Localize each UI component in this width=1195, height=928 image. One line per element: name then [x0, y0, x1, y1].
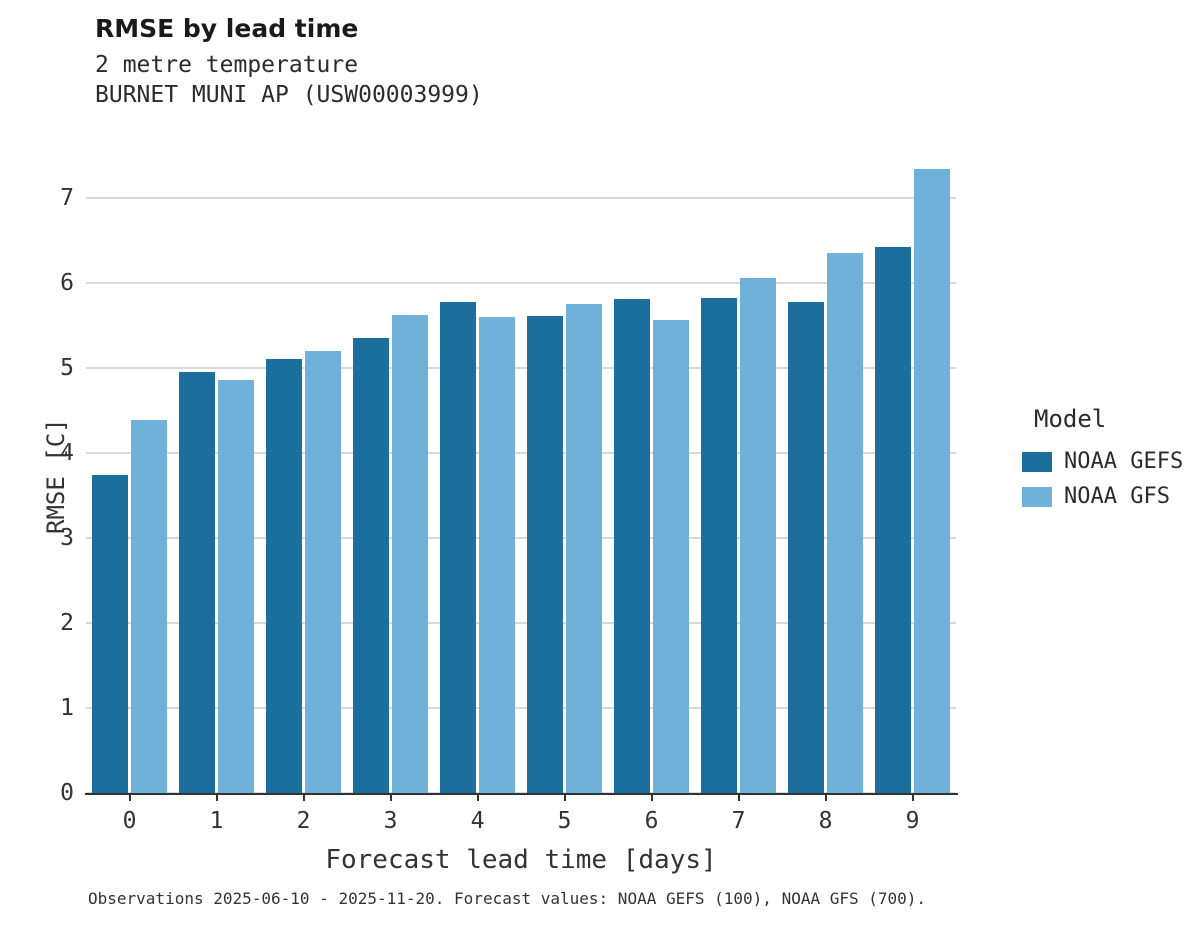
bar-noaa-gfs-lead-0 [131, 420, 167, 793]
x-tick-mark-3 [389, 795, 392, 801]
chart-subtitle-variable: 2 metre temperature [95, 52, 359, 78]
gridline-y-1 [86, 706, 956, 709]
x-tick-mark-6 [650, 795, 653, 801]
bar-noaa-gefs-lead-7 [701, 298, 737, 793]
y-tick-label-5: 5 [60, 354, 74, 381]
bar-noaa-gefs-lead-0 [92, 474, 128, 793]
bar-noaa-gefs-lead-5 [527, 315, 563, 793]
y-tick-label-7: 7 [60, 184, 74, 211]
x-tick-mark-9 [911, 795, 914, 801]
bar-noaa-gefs-lead-3 [353, 337, 389, 793]
legend-label-noaa-gefs: NOAA GEFS [1064, 449, 1184, 474]
gridline-y-6 [86, 281, 956, 284]
x-axis-line [85, 793, 958, 795]
x-tick-mark-5 [563, 795, 566, 801]
y-tick-label-3: 3 [60, 524, 74, 551]
gridline-y-7 [86, 196, 956, 199]
bar-noaa-gefs-lead-1 [179, 372, 215, 793]
legend-swatch-noaa-gfs [1022, 486, 1052, 507]
x-axis-tick-labels: 0 1 2 3 4 5 6 7 8 9 [86, 808, 956, 838]
gridline-y-3 [86, 536, 956, 539]
x-tick-mark-7 [737, 795, 740, 801]
x-tick-mark-8 [824, 795, 827, 801]
bar-noaa-gfs-lead-5 [566, 303, 602, 793]
bar-noaa-gfs-lead-7 [740, 278, 776, 793]
y-tick-label-0: 0 [60, 780, 74, 806]
x-axis-label: Forecast lead time [days] [325, 845, 717, 875]
plot-area [86, 150, 956, 794]
x-tick-label-1: 1 [209, 808, 224, 834]
x-tick-label-5: 5 [557, 808, 572, 834]
bar-noaa-gefs-lead-8 [788, 302, 824, 793]
legend: Model NOAA GEFS NOAA GFS [1022, 405, 1183, 519]
legend-swatch-noaa-gefs [1022, 451, 1052, 472]
caption: Observations 2025-06-10 - 2025-11-20. Fo… [88, 889, 927, 908]
y-tick-label-4: 4 [60, 439, 74, 466]
bar-noaa-gfs-lead-2 [305, 350, 341, 793]
bar-noaa-gfs-lead-3 [392, 315, 428, 793]
x-tick-label-2: 2 [296, 808, 311, 834]
bar-noaa-gfs-lead-4 [479, 316, 515, 793]
legend-label-noaa-gfs: NOAA GFS [1064, 484, 1170, 509]
gridline-y-4 [86, 451, 956, 454]
legend-entry-noaa-gfs: NOAA GFS [1022, 484, 1183, 509]
x-tick-label-6: 6 [644, 808, 659, 834]
x-tick-label-4: 4 [470, 808, 485, 834]
y-tick-label-1: 1 [60, 694, 74, 721]
bar-noaa-gfs-lead-1 [218, 379, 254, 793]
legend-entry-noaa-gefs: NOAA GEFS [1022, 449, 1183, 474]
x-tick-label-8: 8 [818, 808, 833, 834]
x-tick-mark-2 [302, 795, 305, 801]
bar-noaa-gfs-lead-9 [914, 168, 950, 793]
bar-noaa-gefs-lead-2 [266, 359, 302, 793]
gridline-y-5 [86, 366, 956, 369]
bar-noaa-gfs-lead-8 [827, 252, 863, 793]
x-tick-label-9: 9 [905, 808, 920, 834]
x-tick-label-7: 7 [731, 808, 746, 834]
y-tick-label-2: 2 [60, 609, 74, 636]
bar-noaa-gefs-lead-4 [440, 302, 476, 793]
chart-title: RMSE by lead time [95, 14, 359, 43]
gridline-y-2 [86, 621, 956, 624]
x-tick-label-0: 0 [122, 808, 137, 834]
x-tick-mark-1 [215, 795, 218, 801]
x-tick-label-3: 3 [383, 808, 398, 834]
bar-noaa-gefs-lead-6 [614, 298, 650, 793]
legend-title: Model [1034, 405, 1107, 433]
bar-noaa-gfs-lead-6 [653, 320, 689, 793]
y-axis-tick-labels: 0 1 2 3 4 5 6 7 [30, 150, 74, 806]
x-tick-mark-0 [128, 795, 131, 801]
x-axis-tick-marks [86, 795, 956, 803]
chart-subtitle-station: BURNET MUNI AP (USW00003999) [95, 82, 483, 108]
y-tick-label-6: 6 [60, 269, 74, 296]
bar-noaa-gefs-lead-9 [875, 246, 911, 793]
x-tick-mark-4 [476, 795, 479, 801]
